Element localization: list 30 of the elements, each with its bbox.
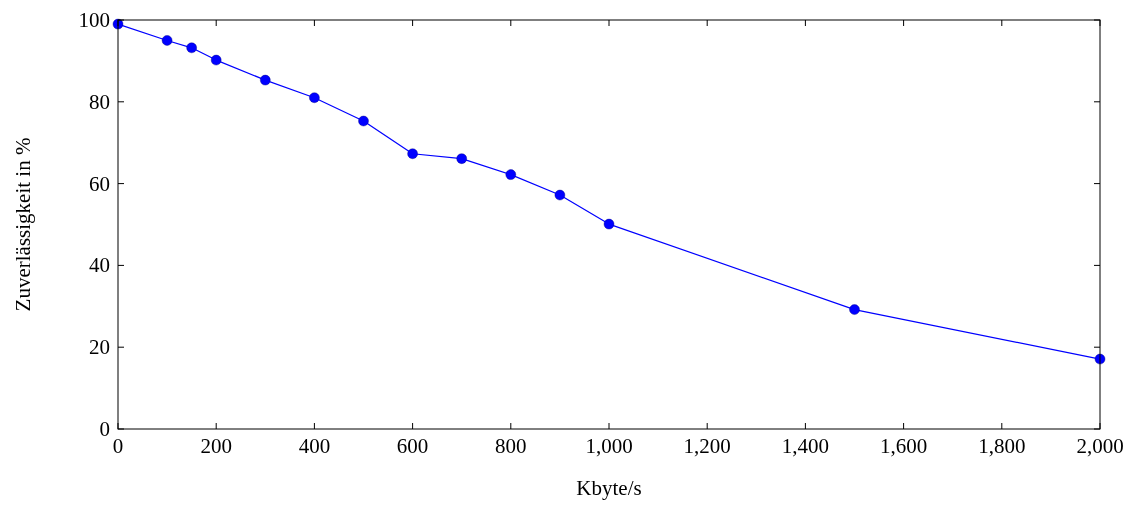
point [456,153,467,164]
x-tick-label: 1,800 [978,434,1026,458]
y-tick-label: 40 [89,253,110,278]
y-tick-label: 80 [89,89,110,114]
x-tick-label: 1,600 [879,434,928,458]
point [186,42,197,54]
point [603,218,615,230]
y-tick-label: 60 [89,171,110,196]
point [554,189,566,201]
point [849,304,860,315]
x-axis-title: Kbyte/s [576,476,642,500]
y-tick-label: 0 [99,417,110,441]
x-tick-label: 1,200 [683,434,731,458]
x-tick-label: 2,000 [1076,434,1124,458]
y-tick-label: 20 [89,335,110,360]
y-tick-label: 100 [78,8,110,32]
point [358,115,369,127]
x-tick-label: 1,400 [781,434,830,458]
x-tick-label: 600 [396,434,429,458]
point [505,169,516,180]
x-tick-label: 1,000 [585,434,633,458]
x-tick-label: 800 [495,434,527,458]
point [161,35,173,46]
point [260,74,271,86]
point [211,54,222,66]
x-tick-label: 200 [200,434,232,458]
point [309,92,320,103]
x-tick-label: 400 [298,434,331,458]
y-axis-title: Zuverlässigkeit in % [11,137,35,312]
point [407,148,418,159]
